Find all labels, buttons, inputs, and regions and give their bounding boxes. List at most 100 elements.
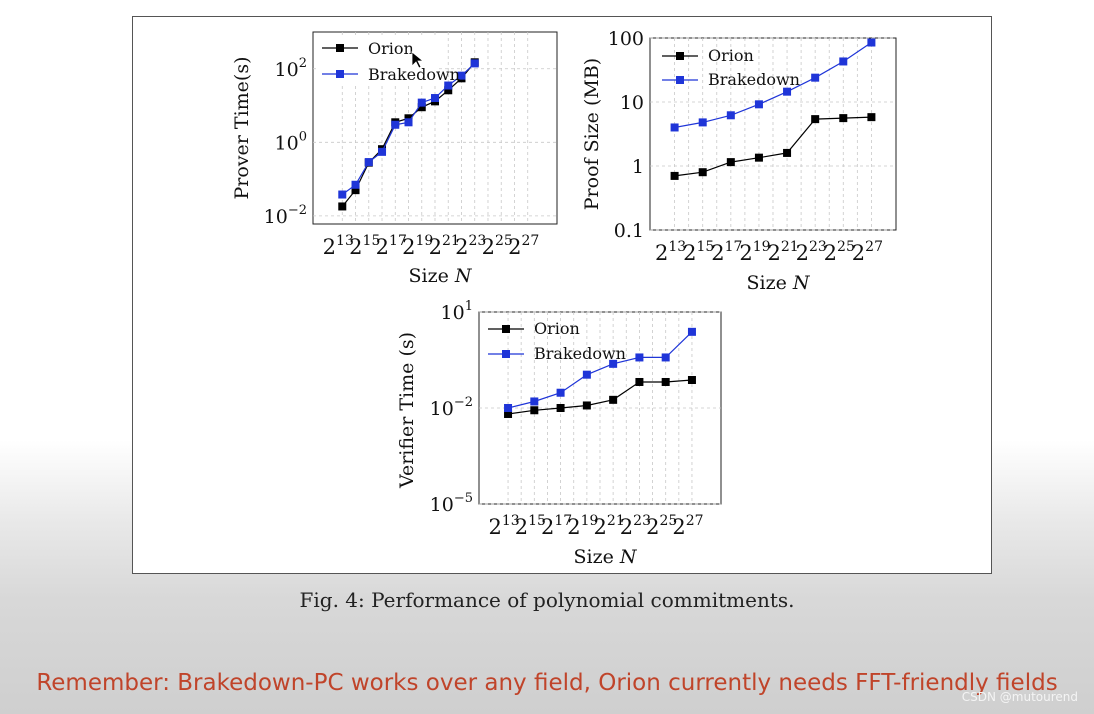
prover-point-orion [351, 186, 360, 195]
proof-ylabel: Proof Size (MB) [581, 58, 603, 210]
verifier-xtick-label: 223 [620, 513, 651, 539]
proof-point-brakedown [783, 87, 792, 96]
verifier-point-orion [609, 395, 618, 404]
proof-xtick-label: 221 [767, 239, 798, 265]
prover-point-brakedown [470, 59, 479, 68]
proof-point-orion [783, 148, 792, 157]
prover-point-orion [417, 103, 426, 112]
verifier-point-orion [661, 377, 670, 386]
verifier-point-brakedown [661, 353, 670, 362]
proof-series-line-brakedown [674, 42, 872, 129]
proof-point-brakedown [811, 73, 820, 82]
remember-note: Remember: Brakedown-PC works over any fi… [36, 670, 1058, 696]
proof-yticks: 0.1 1 10 100 [608, 28, 644, 242]
prover-point-brakedown [444, 81, 453, 90]
verifier-series-line-orion [507, 379, 693, 415]
prover-xtick-label: 213 [323, 233, 354, 259]
proof-point-brakedown [698, 118, 707, 127]
verifier-ytick-label: 101 [441, 299, 473, 324]
prover-point-brakedown [431, 94, 439, 103]
verifier-xtick-label: 217 [541, 513, 572, 539]
prover-series [338, 58, 479, 211]
proof-legend: Orion Brakedown [662, 46, 800, 89]
proof-legend-orion: Orion [708, 46, 754, 65]
prover-point-orion [444, 86, 453, 95]
proof-point-orion [867, 113, 876, 122]
prover-xtick-label: 215 [349, 233, 380, 259]
prover-xtick-label: 227 [508, 233, 539, 259]
verifier-point-orion [530, 406, 539, 415]
prover-point-orion [404, 114, 413, 123]
prover-point-brakedown [404, 118, 413, 127]
prover-point-orion [338, 202, 347, 211]
proof-xtick-label: 219 [739, 239, 770, 265]
prover-point-brakedown [391, 120, 400, 129]
prover-xtick-label: 221 [429, 233, 460, 259]
verifier-point-orion [687, 375, 696, 384]
prover-point-brakedown [378, 147, 387, 156]
prover-ylabel: Prover Time(s) [231, 57, 253, 200]
proof-xtick-label: 217 [711, 239, 742, 265]
prover-xtick-label: 225 [482, 233, 513, 259]
prover-legend-orion: Orion [368, 39, 414, 58]
proof-xtick-label: 227 [852, 239, 883, 265]
verifier-point-brakedown [609, 359, 618, 368]
proof-point-brakedown [867, 38, 876, 47]
proof-xtick-label: 215 [683, 239, 714, 265]
figure-caption: Fig. 4: Performance of polynomial commit… [299, 588, 795, 612]
watermark: CSDN @mutourend [961, 690, 1078, 704]
verifier-point-orion [504, 409, 513, 418]
prover-xtick-label: 219 [402, 233, 433, 259]
verifier-legend: Orion Brakedown [488, 319, 626, 363]
proof-point-brakedown [754, 100, 763, 109]
prover-xtick-label: 217 [376, 233, 407, 259]
proof-legend-brakedown-marker [676, 76, 684, 84]
proof-xtick-label: 213 [655, 239, 686, 265]
verifier-xtick-label: 219 [567, 513, 598, 539]
verifier-ytick-label: 10−2 [430, 395, 473, 420]
verifier-series-line-brakedown [507, 331, 693, 409]
verifier-point-brakedown [530, 397, 539, 406]
prover-ytick-label: 10−2 [264, 203, 307, 228]
prover-point-brakedown [457, 71, 466, 80]
prover-point-brakedown [364, 158, 373, 167]
prover-legend-brakedown-marker [336, 70, 344, 78]
verifier-point-orion [556, 404, 565, 412]
verifier-series [504, 327, 696, 418]
proof-ytick-label: 10 [620, 92, 644, 114]
proof-point-orion [698, 168, 707, 177]
proof-series [670, 38, 876, 180]
proof-point-orion [670, 171, 679, 180]
proof-legend-brakedown: Brakedown [708, 70, 800, 89]
proof-ytick-label: 100 [608, 28, 644, 50]
verifier-grid [479, 311, 721, 505]
prover-legend-brakedown: Brakedown [368, 65, 460, 84]
proof-point-orion [839, 114, 848, 123]
prover-yticks: 10−2 100 102 [264, 56, 307, 228]
verifier-xlabel: Size N [573, 546, 637, 568]
prover-point-brakedown [338, 190, 347, 199]
proof-point-orion [811, 115, 820, 124]
verifier-xtick-label: 227 [672, 513, 703, 539]
verifier-point-brakedown [635, 353, 644, 362]
verifier-xtick-label: 221 [594, 513, 625, 539]
proof-point-brakedown [839, 57, 848, 66]
verifier-legend-orion: Orion [534, 319, 580, 338]
verifier-legend-brakedown: Brakedown [534, 344, 626, 363]
proof-point-brakedown [670, 123, 679, 132]
verifier-legend-brakedown-marker [502, 350, 510, 358]
verifier-xtick-label: 215 [515, 513, 546, 539]
verifier-xtick-label: 225 [646, 513, 677, 539]
verifier-point-brakedown [556, 388, 565, 397]
verifier-point-orion [635, 377, 644, 386]
verifier-xtick-label: 213 [488, 513, 519, 539]
verifier-point-brakedown [687, 327, 696, 336]
proof-ytick-label: 1 [632, 156, 644, 178]
